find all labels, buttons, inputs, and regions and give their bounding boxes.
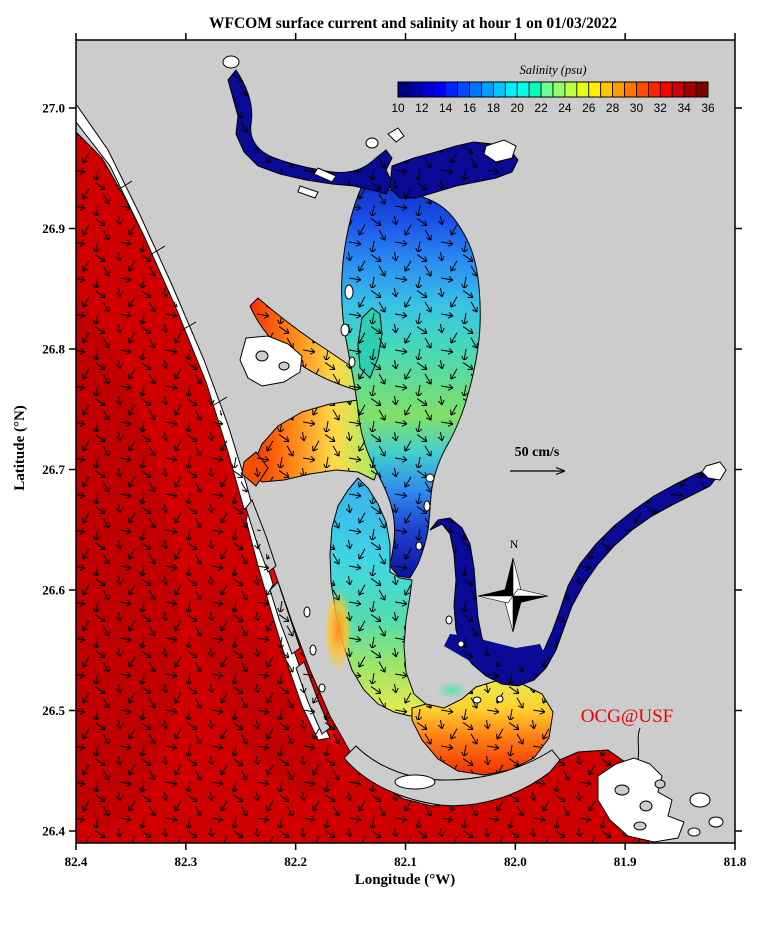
colorbar-tick-label: 28 — [606, 101, 620, 115]
colorbar-cell — [659, 81, 673, 98]
axes: 82.4 82.3 82.2 82.1 82.0 81.9 81.8 27.0 26.9 26.8… — [42, 33, 747, 869]
estuary-islets — [303, 284, 504, 704]
colorbar-cell — [481, 81, 494, 98]
compass-rose-icon: N — [477, 537, 549, 633]
colorbar-cell — [445, 81, 459, 98]
colorbar-cell — [492, 81, 506, 98]
x-tick-label: 81.9 — [614, 854, 637, 869]
colorbar-cell — [397, 81, 411, 98]
map-area — [76, 40, 735, 843]
y-tick-label: 26.4 — [42, 824, 65, 839]
figure-title: WFCOM surface current and salinity at ho… — [209, 15, 617, 32]
colorbar-cell — [457, 81, 470, 98]
colorbar-cell — [671, 81, 685, 98]
colorbar-tick-label: 34 — [677, 101, 691, 115]
compass-north-label: N — [510, 537, 519, 551]
bay-teal-patch — [436, 681, 468, 699]
colorbar-cell — [409, 81, 423, 98]
colorbar-tick-label: 32 — [654, 101, 668, 115]
colorbar-cell — [469, 81, 482, 98]
islet — [255, 350, 269, 362]
x-tick-label: 82.1 — [394, 854, 417, 869]
creek-sliver — [297, 185, 319, 199]
y-tick-label: 26.7 — [42, 462, 65, 477]
colorbar-tick-label: 24 — [558, 101, 572, 115]
colorbar-tick-label: 18 — [487, 101, 501, 115]
scale-arrow-icon — [510, 466, 566, 476]
colorbar-tick-label: 36 — [701, 101, 715, 115]
colorbar-cell — [576, 81, 590, 98]
colorbar-tick-label: 26 — [582, 101, 596, 115]
x-tick-label: 82.3 — [174, 854, 197, 869]
colorbar-cell — [516, 81, 530, 98]
x-tick-label: 82.4 — [65, 854, 88, 869]
colorbar-cell — [564, 81, 578, 98]
river-head-no-data — [222, 55, 240, 69]
lagoon-island-complex — [239, 335, 303, 387]
y-tick-label: 26.5 — [42, 703, 65, 718]
colorbar-tick-label: 14 — [439, 101, 453, 115]
colorbar-tick-label: 12 — [415, 101, 429, 115]
colorbar-cell — [695, 81, 709, 98]
colorbar-cell — [600, 81, 614, 98]
estero-islets — [614, 779, 666, 831]
colorbar-tick-label: 30 — [630, 101, 644, 115]
river-mouth-islet — [365, 137, 379, 149]
velocity-scale: 50 cm/s — [510, 445, 566, 476]
credit-watermark: OCG@USF — [581, 706, 673, 727]
colorbar-cell — [612, 81, 625, 98]
river-tip-no-data — [701, 461, 727, 481]
colorbar-cell — [683, 81, 697, 98]
scale-label: 50 cm/s — [515, 445, 560, 460]
creek-sliver — [313, 167, 337, 183]
colorbar-tick-label: 22 — [534, 101, 548, 115]
colorbar-cell — [528, 81, 542, 98]
y-tick-label: 26.6 — [42, 583, 65, 598]
colorbar-cell — [433, 81, 447, 98]
y-tick-label: 26.8 — [42, 342, 65, 357]
x-tick-label: 82.0 — [504, 854, 527, 869]
colorbar-cell — [636, 81, 649, 98]
y-axis-label: Latitude (°N) — [12, 405, 28, 491]
colorbar-tick-label: 20 — [511, 101, 525, 115]
creek-line — [637, 727, 641, 761]
x-tick-label: 82.2 — [284, 854, 307, 869]
estero-bay-no-data — [597, 757, 685, 843]
island-lake — [394, 774, 436, 790]
colorbar-cell — [504, 81, 518, 98]
y-tick-label: 27.0 — [42, 101, 65, 116]
coastal-whites — [687, 792, 724, 837]
y-tick-label: 26.9 — [42, 221, 65, 236]
colorbar-cell — [540, 81, 554, 98]
colorbar-cell — [647, 81, 661, 98]
islet — [387, 127, 405, 143]
colorbar-border — [397, 81, 709, 98]
colorbar-tick-label: 10 — [391, 101, 405, 115]
x-tick-label: 81.8 — [724, 854, 747, 869]
colorbar-title: Salinity (psu) — [519, 63, 586, 77]
colorbar-cell — [552, 81, 566, 98]
colorbar: Salinity (psu) 10 12 14 16 18 20 22 24 26 28 30 32 3… — [391, 63, 715, 115]
coastal-creeks — [117, 180, 228, 406]
colorbar-tick-label: 16 — [463, 101, 477, 115]
arm-tip-no-data — [483, 139, 517, 163]
colorbar-cell — [624, 81, 637, 98]
islet — [278, 361, 290, 371]
colorbar-cell — [588, 81, 602, 98]
colorbar-cell — [421, 81, 435, 98]
x-axis-label: Longitude (°W) — [355, 872, 456, 888]
